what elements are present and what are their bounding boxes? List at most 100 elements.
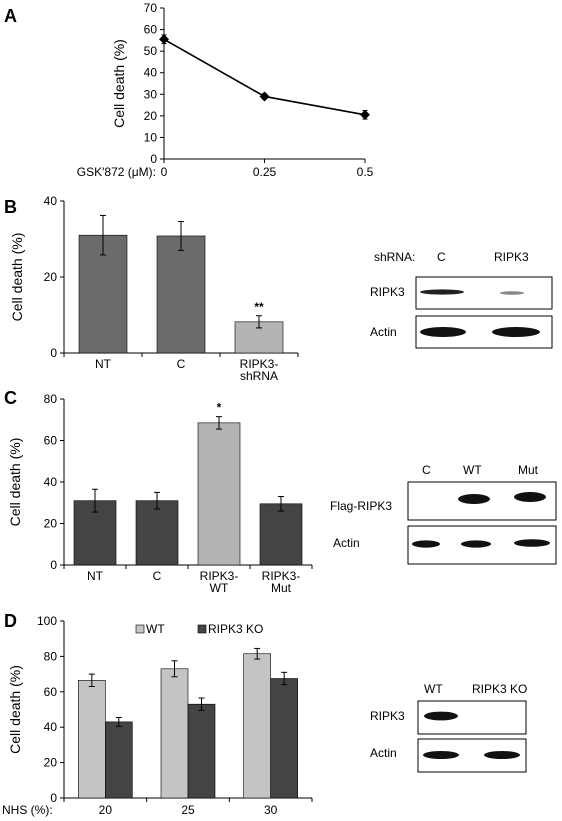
blot-d-lane-label-ripk3-ko: RIPK3 KO	[472, 682, 527, 696]
chart-d-y-axis-title: Cell death (%)	[7, 665, 23, 754]
chart-d-x-tick-label-20: 20	[99, 803, 113, 817]
chart-d-legend-swatch-ripk3-ko	[197, 624, 207, 634]
blot-c-actin-band-wt	[461, 540, 491, 548]
blot-b-lane-label-c: C	[437, 250, 446, 264]
chart-d-bar-wt-20	[78, 679, 106, 799]
blot-d-ripk3-band-wt	[424, 711, 458, 721]
chart-a-x-axis-title: GSK'872 (μM):	[77, 165, 156, 179]
blot-b-actin-band-c	[420, 327, 466, 337]
panel-letter-a: A	[4, 6, 17, 26]
western-blot-b: shRNA: C RIPK3 RIPK3 Actin	[370, 250, 553, 349]
blot-c-lane-label-mut: Mut	[518, 463, 539, 477]
chart-b-x-tick-label-ripk3-shrna-line-1: RIPK3-	[240, 357, 279, 371]
chart-a-cell-death-vs-gsk872: 0 10 20 30 40 50 60 70 Cell death (%) GSK'872 (μM…	[77, 1, 374, 179]
chart-a-y-tick-label-70: 70	[144, 1, 158, 15]
chart-a-y-tick-label-0: 0	[150, 152, 157, 166]
chart-d-legend-swatch-wt	[135, 624, 145, 634]
chart-c-y-tick-label-0: 0	[50, 558, 57, 572]
chart-d-x-tick-label-30: 30	[264, 803, 278, 817]
chart-b-y-tick-label-0: 0	[50, 346, 57, 360]
chart-d-cell-death-nhs: 0 20 40 60 80 100 Cell death (%) NHS (%): 20 25 30…	[2, 614, 313, 817]
western-blot-d: WT RIPK3 KO RIPK3 Actin	[370, 682, 527, 773]
chart-a-y-tick-label-40: 40	[144, 66, 158, 80]
blot-d-actin-band-ko	[484, 751, 520, 759]
blot-b-actin-band-ripk3	[492, 327, 540, 337]
chart-c-x-tick-label-c-line-1: C	[153, 569, 162, 583]
chart-a-y-tick-label-20: 20	[144, 109, 158, 123]
chart-b-y-axis-title: Cell death (%)	[9, 233, 25, 322]
chart-b-x-tick-label-ripk3-shrna-line-2: shRNA	[240, 369, 278, 383]
chart-d-legend-label-ripk3-ko: RIPK3 KO	[208, 622, 263, 636]
chart-a-series-line	[163, 38, 366, 116]
chart-d-y-tick-label-0: 0	[50, 791, 57, 805]
blot-c-flag-band-wt	[458, 494, 490, 504]
chart-d-bar-ripk3-ko-30	[270, 678, 298, 799]
chart-d-bar-wt-25	[160, 668, 189, 799]
chart-c-bar-ripk3-mut	[259, 503, 303, 566]
blot-b-header-label: shRNA:	[374, 250, 415, 264]
chart-c-significance-ripk3-wt: *	[217, 401, 222, 415]
chart-c-x-tick-label-ripk3-mut-line-2: Mut	[271, 581, 292, 595]
blot-c-row-label-flag-ripk3: Flag-RIPK3	[330, 499, 392, 513]
chart-d-y-tick-label-40: 40	[44, 720, 58, 734]
blot-d-row-label-ripk3: RIPK3	[370, 709, 405, 723]
chart-a-x-tick-label-2: 0.25	[253, 165, 277, 179]
chart-d-x-axis-title: NHS (%):	[2, 803, 53, 817]
chart-c-x-tick-label-ripk3-mut-line-1: RIPK3-	[262, 569, 301, 583]
blot-d-actin-band-wt	[423, 751, 459, 759]
blot-c-lane-label-c: C	[422, 463, 431, 477]
chart-c-y-tick-label-40: 40	[44, 475, 58, 489]
blot-d-row-label-actin: Actin	[370, 746, 397, 760]
chart-c-x-tick-label-nt-line-1: NT	[87, 569, 104, 583]
chart-c-bar-ripk3-wt	[197, 422, 241, 566]
chart-a-x-tick-label-1: 0	[161, 165, 168, 179]
chart-d-bar-ripk3-ko-25	[187, 703, 216, 799]
blot-b-lane-label-ripk3: RIPK3	[494, 250, 529, 264]
blot-c-actin-band-mut	[514, 539, 550, 547]
chart-c-y-axis-title: Cell death (%)	[7, 438, 23, 527]
blot-b-row-label-actin: Actin	[370, 325, 397, 339]
chart-d-legend-label-wt: WT	[146, 622, 165, 636]
blot-b-ripk3-band-c	[420, 289, 464, 295]
blot-c-flag-band-mut	[514, 492, 546, 502]
chart-b-y-tick-label-40: 40	[44, 194, 58, 208]
chart-c-x-tick-label-ripk3-wt-line-1: RIPK3-	[200, 569, 239, 583]
chart-b-significance-ripk3-shrna: **	[254, 300, 264, 314]
chart-b-bar-c	[156, 235, 206, 354]
chart-a-point-1	[159, 34, 169, 45]
chart-a-x-tick-label-3: 0.5	[357, 165, 374, 179]
blot-c-actin-band-c	[412, 540, 440, 548]
chart-c-y-tick-label-80: 80	[44, 392, 58, 406]
chart-d-y-tick-label-80: 80	[44, 649, 58, 663]
chart-a-y-tick-label-10: 10	[144, 130, 158, 144]
chart-a-point-3	[360, 109, 370, 120]
chart-b-cell-death-shrna: 0 20 40 Cell death (%) NT C RIPK3-shRNA **	[9, 194, 299, 383]
blot-b-row-label-ripk3: RIPK3	[370, 285, 405, 299]
blot-b-ripk3-band-ripk3	[500, 291, 524, 295]
blot-c-row-label-actin: Actin	[333, 536, 360, 550]
chart-a-point-2	[259, 91, 270, 102]
chart-d-y-tick-label-100: 100	[37, 614, 57, 628]
western-blot-c: C WT Mut Flag-RIPK3 Actin	[330, 463, 557, 565]
blot-d-lane-label-wt: WT	[424, 682, 443, 696]
chart-d-bar-ripk3-ko-20	[105, 721, 133, 799]
chart-d-y-tick-label-20: 20	[44, 756, 58, 770]
blot-c-lane-label-wt: WT	[463, 463, 482, 477]
chart-b-x-tick-label-c-line-1: C	[177, 357, 186, 371]
panel-letter-b: B	[4, 197, 17, 217]
chart-a-y-tick-label-30: 30	[144, 87, 158, 101]
chart-d-y-tick-label-60: 60	[44, 685, 58, 699]
chart-b-y-tick-label-20: 20	[44, 270, 58, 284]
chart-a-y-tick-label-60: 60	[144, 23, 158, 37]
chart-d-x-tick-label-25: 25	[181, 803, 195, 817]
chart-b-x-tick-label-nt-line-1: NT	[95, 357, 112, 371]
chart-c-y-tick-label-60: 60	[44, 434, 58, 448]
panel-letter-c: C	[4, 388, 17, 408]
chart-a-y-axis-title: Cell death (%)	[111, 39, 127, 128]
chart-c-x-tick-label-ripk3-wt-line-2: WT	[210, 581, 229, 595]
panel-letter-d: D	[4, 611, 17, 631]
chart-c-y-tick-label-20: 20	[44, 517, 58, 531]
chart-c-bar-c	[135, 500, 179, 566]
